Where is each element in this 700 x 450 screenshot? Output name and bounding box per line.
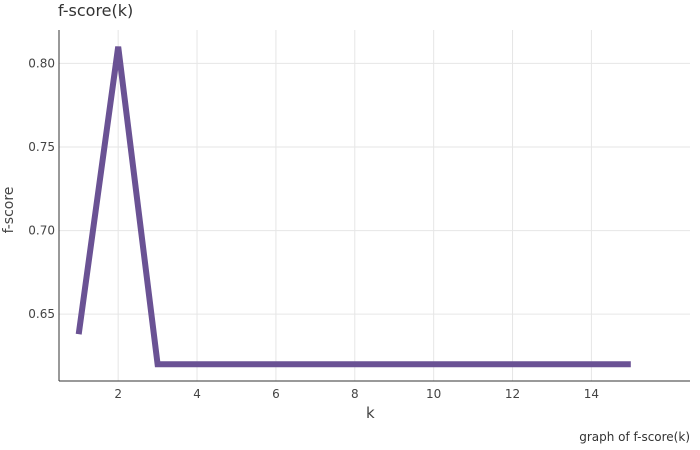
series-layer [75,46,631,368]
chart-caption: graph of f-score(k) [579,430,690,444]
x-tick-label: 8 [351,387,359,401]
x-tick-label: 10 [426,387,441,401]
y-tick-label: 0.65 [28,307,55,321]
tick-labels: 2 4 6 8 10 12 14 0.65 0.70 0.75 0.80 [28,56,599,401]
grid-lines [59,30,690,381]
series-line [75,46,631,368]
x-tick-label: 12 [505,387,520,401]
axes [58,30,690,382]
x-axis-label: k [366,404,375,422]
x-tick-label: 2 [114,387,122,401]
chart-title: f-score(k) [58,1,134,20]
x-tick-label: 4 [193,387,201,401]
y-tick-label: 0.80 [28,56,55,70]
y-tick-label: 0.75 [28,140,55,154]
y-tick-label: 0.70 [28,224,55,238]
x-tick-label: 6 [272,387,280,401]
x-tick-label: 14 [584,387,599,401]
